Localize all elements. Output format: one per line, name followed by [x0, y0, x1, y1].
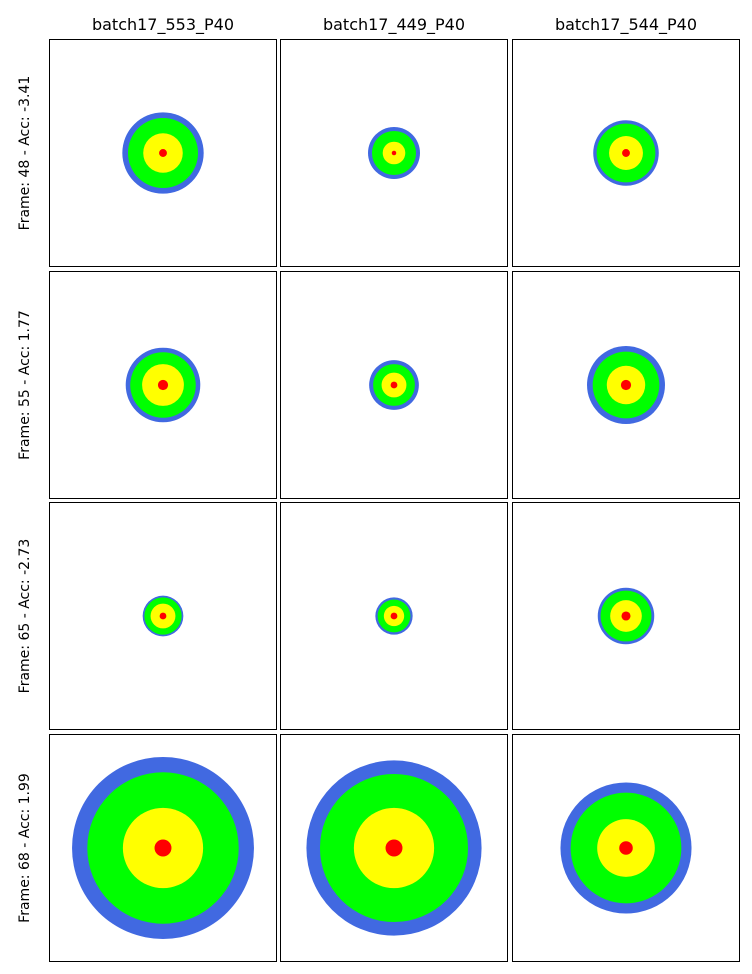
- column-title-1: batch17_553_P40: [91, 15, 235, 34]
- row-label-1: Frame: 48 - Acc: -3.41: [17, 75, 33, 231]
- target-panel-r3-c3: [512, 502, 740, 730]
- target-svg: [560, 782, 692, 914]
- row-label-2: Frame: 55 - Acc: 1.77: [17, 310, 33, 460]
- target-panel-r4-c3: [512, 734, 740, 962]
- target-svg: [306, 760, 482, 936]
- red-center-dot: [391, 150, 397, 156]
- target-svg: [72, 757, 254, 939]
- target-panel-r3-c1: [49, 502, 277, 730]
- red-center-dot: [154, 839, 172, 857]
- target-panel-r2-c2: [280, 271, 508, 499]
- red-center-dot: [159, 149, 167, 157]
- column-title-2: batch17_449_P40: [322, 15, 466, 34]
- row-label-3: Frame: 65 - Acc: -2.73: [17, 538, 33, 694]
- red-center-dot: [621, 611, 631, 621]
- red-center-dot: [622, 149, 630, 157]
- target-panel-r2-c3: [512, 271, 740, 499]
- target-panel-r2-c1: [49, 271, 277, 499]
- target-svg: [368, 127, 420, 179]
- target-panel-r1-c2: [280, 39, 508, 267]
- target-panel-r4-c2: [280, 734, 508, 962]
- target-svg: [369, 360, 419, 410]
- target-svg: [593, 120, 659, 186]
- red-center-dot: [390, 381, 398, 389]
- red-center-dot: [390, 612, 398, 620]
- red-center-dot: [619, 841, 633, 855]
- red-center-dot: [159, 612, 167, 620]
- red-center-dot: [620, 379, 632, 391]
- column-title-3: batch17_544_P40: [554, 15, 698, 34]
- target-panel-r1-c1: [49, 39, 277, 267]
- target-svg: [587, 346, 665, 424]
- red-center-dot: [157, 379, 169, 391]
- target-panel-r3-c2: [280, 502, 508, 730]
- row-label-4: Frame: 68 - Acc: 1.99: [17, 773, 33, 923]
- target-panel-r4-c1: [49, 734, 277, 962]
- target-svg: [375, 597, 413, 635]
- target-svg: [597, 587, 655, 645]
- target-svg: [125, 347, 201, 423]
- target-panel-r1-c3: [512, 39, 740, 267]
- target-svg: [142, 595, 184, 637]
- red-center-dot: [385, 839, 403, 857]
- target-svg: [122, 112, 204, 194]
